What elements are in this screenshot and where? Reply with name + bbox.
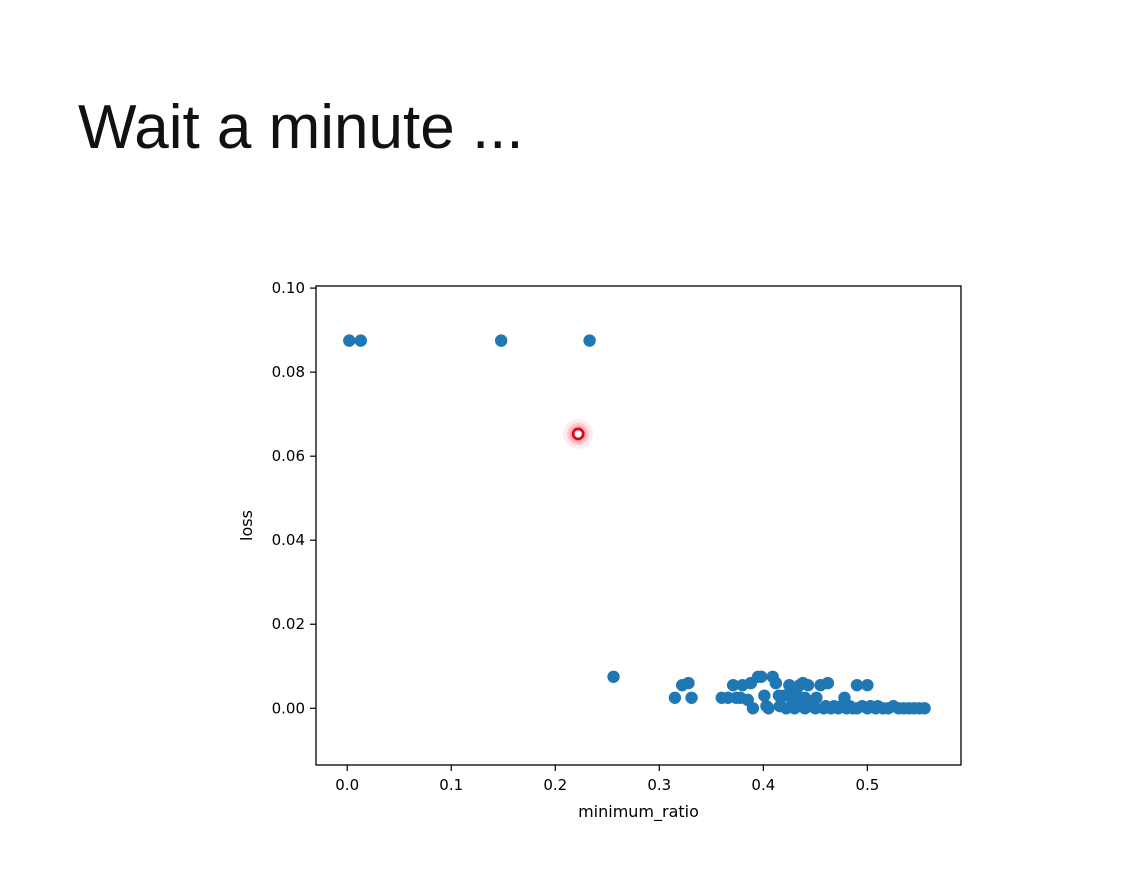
scatter-point — [758, 689, 771, 702]
y-axis-label: loss — [237, 510, 256, 541]
x-tick-label: 0.5 — [855, 776, 879, 794]
x-tick-label: 0.0 — [335, 776, 359, 794]
scatter-point — [494, 334, 508, 347]
y-tick-label: 0.00 — [272, 699, 305, 717]
scatter-point — [755, 670, 768, 683]
slide-title: Wait a minute ... — [78, 93, 524, 162]
x-tick-label: 0.2 — [543, 776, 567, 794]
scatter-point — [583, 334, 596, 347]
x-tick-label: 0.3 — [647, 776, 671, 794]
scatter-point — [769, 676, 783, 690]
scatter-point — [685, 691, 698, 704]
scatter-point — [821, 676, 835, 690]
scatter-point — [801, 678, 815, 692]
scatter-point — [850, 678, 864, 692]
scatter-point — [607, 670, 620, 683]
scatter-point — [668, 691, 682, 704]
scatter-point — [343, 334, 356, 347]
y-tick-label: 0.08 — [272, 363, 305, 381]
scatter-point — [354, 334, 367, 347]
x-axis-label: minimum_ratio — [578, 802, 699, 822]
y-tick-label: 0.02 — [272, 615, 305, 633]
y-tick-label: 0.04 — [272, 531, 305, 549]
scatter-point — [810, 691, 823, 704]
marks-layer — [343, 334, 931, 715]
scatter-point — [861, 678, 874, 692]
scatter-point — [682, 676, 695, 690]
x-tick-label: 0.1 — [439, 776, 463, 794]
plot-frame — [315, 285, 962, 766]
highlighted-point — [563, 418, 594, 449]
y-tick-label: 0.10 — [272, 279, 305, 297]
scatter-point — [918, 702, 931, 715]
scatter-point — [726, 678, 740, 692]
x-tick-label: 0.4 — [751, 776, 775, 794]
scatter-point — [746, 702, 760, 715]
y-tick-label: 0.06 — [272, 447, 305, 465]
ticks-layer: 0.0 0.1 0.2 0.3 0.4 0.5 0.00 0.02 0.04 0.06 0.08 0.… — [272, 279, 880, 794]
scatter-point — [762, 702, 775, 715]
